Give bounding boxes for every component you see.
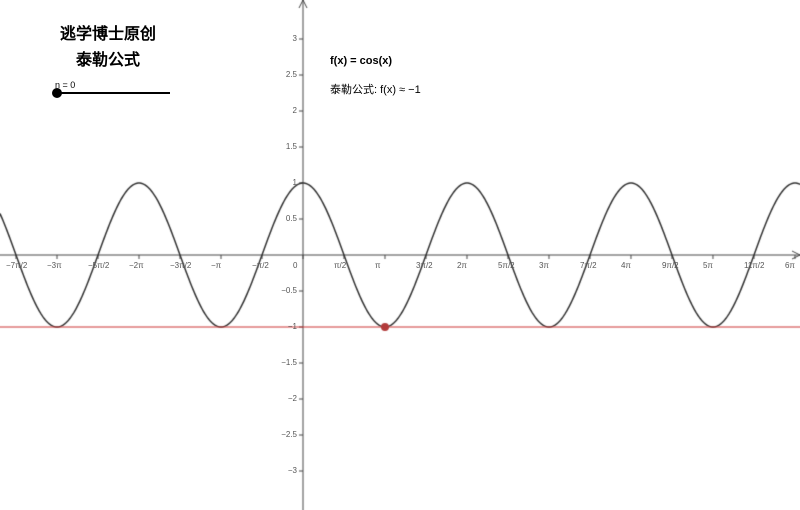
title-line2: 泰勒公式 xyxy=(60,46,156,70)
x-tick-label: 6π xyxy=(785,261,795,270)
x-tick-label: π xyxy=(375,261,381,270)
x-tick-label: 7π/2 xyxy=(580,261,597,270)
y-tick-label: −2.5 xyxy=(281,430,297,439)
title-block: 逃学博士原创 泰勒公式 xyxy=(60,20,156,70)
formula-fx: f(x) = cos(x) xyxy=(330,55,421,67)
formula-taylor: 泰勒公式: f(x) ≈ −1 xyxy=(330,81,421,97)
x-tick-label: 3π/2 xyxy=(416,261,433,270)
x-tick-label: 9π/2 xyxy=(662,261,679,270)
y-tick-label: −0.5 xyxy=(281,286,297,295)
y-tick-label: 0.5 xyxy=(286,214,297,223)
y-tick-label: 1.5 xyxy=(286,142,297,151)
x-tick-label: π/2 xyxy=(334,261,346,270)
y-tick-label: −1.5 xyxy=(281,358,297,367)
x-tick-label: −3π xyxy=(47,261,62,270)
x-tick-label: 11π/2 xyxy=(744,261,765,270)
x-tick-label: −π xyxy=(211,261,221,270)
y-tick-label: 1 xyxy=(293,178,297,187)
y-tick-label: 3 xyxy=(293,34,297,43)
n-slider[interactable]: n = 0 xyxy=(55,80,175,94)
y-tick-label: 2.5 xyxy=(286,70,297,79)
x-tick-label: 5π/2 xyxy=(498,261,515,270)
x-tick-label: −3π/2 xyxy=(170,261,191,270)
x-tick-label: −2π xyxy=(129,261,144,270)
title-line1: 逃学博士原创 xyxy=(60,20,156,44)
y-tick-label: −2 xyxy=(288,394,297,403)
n-slider-track[interactable] xyxy=(55,92,170,94)
x-tick-label: −5π/2 xyxy=(88,261,109,270)
x-tick-label: 3π xyxy=(539,261,549,270)
y-tick-label: 2 xyxy=(293,106,297,115)
x-tick-label: −π/2 xyxy=(252,261,269,270)
y-tick-label: −1 xyxy=(288,322,297,331)
n-slider-knob[interactable] xyxy=(52,88,62,98)
x-tick-label: 5π xyxy=(703,261,713,270)
y-tick-label: −3 xyxy=(288,466,297,475)
formula-block: f(x) = cos(x) 泰勒公式: f(x) ≈ −1 xyxy=(330,55,421,97)
x-tick-label: 4π xyxy=(621,261,631,270)
x-tick-label: 2π xyxy=(457,261,467,270)
x-tick-label: −7π/2 xyxy=(6,261,27,270)
n-slider-label: n = 0 xyxy=(55,80,175,90)
x-tick-label: 0 xyxy=(293,261,297,270)
